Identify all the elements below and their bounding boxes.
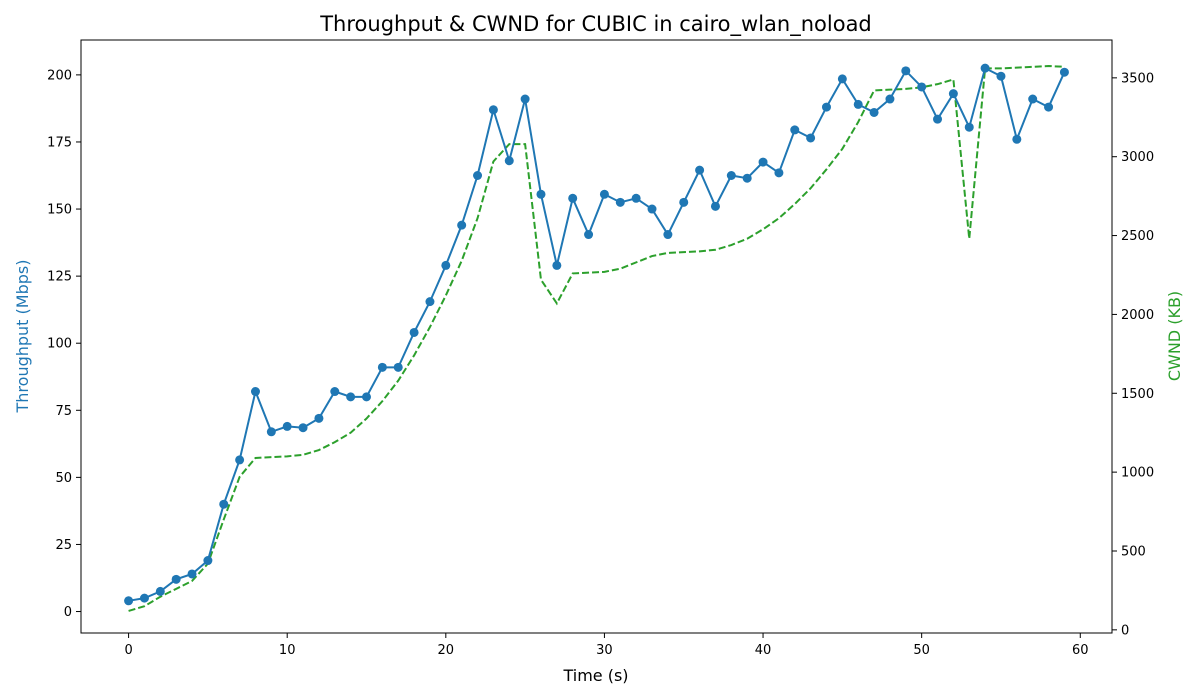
throughput-point <box>615 197 625 207</box>
y-right-tick-label: 1500 <box>1121 387 1154 402</box>
throughput-point <box>885 94 895 104</box>
x-tick-label: 0 <box>124 643 132 658</box>
throughput-point <box>250 387 260 397</box>
y-left-tick-label: 25 <box>55 538 72 553</box>
throughput-point <box>362 392 372 402</box>
throughput-point <box>901 66 911 76</box>
throughput-point <box>1012 134 1022 144</box>
y-left-tick-label: 175 <box>47 135 72 150</box>
y-left-tick-label: 75 <box>55 404 72 419</box>
x-tick-label: 30 <box>596 643 613 658</box>
throughput-point <box>710 201 720 211</box>
throughput-point <box>187 569 197 579</box>
throughput-point <box>568 193 578 203</box>
throughput-point <box>758 157 768 167</box>
throughput-point <box>298 423 308 433</box>
throughput-point <box>695 165 705 175</box>
plot-area <box>124 63 1069 612</box>
y-right-tick-label: 0 <box>1121 623 1129 638</box>
cwnd-line <box>128 65 1065 612</box>
throughput-point <box>806 133 816 143</box>
y-axis-left-label: Throughput (Mbps) <box>13 260 32 414</box>
y-left-tick-label: 50 <box>55 471 72 486</box>
x-tick-label: 50 <box>913 643 930 658</box>
throughput-point <box>457 220 467 230</box>
throughput-point <box>393 362 403 372</box>
x-tick-label: 60 <box>1072 643 1089 658</box>
throughput-point <box>837 74 847 84</box>
y-left-tick-label: 125 <box>47 270 72 285</box>
x-tick-label: 40 <box>755 643 772 658</box>
throughput-point <box>536 189 546 199</box>
y-axis-right-label: CWND (KB) <box>1165 291 1184 381</box>
throughput-point <box>631 193 641 203</box>
throughput-point <box>409 327 419 337</box>
throughput-point <box>441 260 451 270</box>
throughput-point <box>679 197 689 207</box>
throughput-point <box>425 297 435 307</box>
throughput-point <box>203 556 213 566</box>
throughput-point <box>1028 94 1038 104</box>
throughput-point <box>171 574 181 584</box>
throughput-point <box>917 82 927 92</box>
axes: 0 10 20 30 40 50 60025507510012515017520005001… <box>47 39 1154 658</box>
throughput-point <box>314 413 324 423</box>
throughput-point <box>821 102 831 112</box>
throughput-point <box>790 125 800 135</box>
y-left-tick-label: 0 <box>64 605 72 620</box>
y-right-tick-label: 500 <box>1121 544 1146 559</box>
axes-frame <box>80 39 1113 634</box>
throughput-point <box>774 168 784 178</box>
y-right-tick-label: 1000 <box>1121 466 1154 481</box>
throughput-point <box>346 392 356 402</box>
throughput-point <box>266 427 276 437</box>
throughput-point <box>520 94 530 104</box>
throughput-point <box>552 260 562 270</box>
throughput-point <box>139 593 149 603</box>
throughput-point <box>996 71 1006 81</box>
throughput-point <box>330 387 340 397</box>
throughput-point <box>473 171 483 180</box>
y-left-tick-label: 150 <box>47 203 72 218</box>
throughput-point <box>980 63 990 73</box>
throughput-point <box>282 421 292 431</box>
throughput-point <box>155 586 165 596</box>
throughput-point <box>726 171 736 180</box>
throughput-point <box>488 105 498 115</box>
y-right-tick-label: 3000 <box>1121 150 1154 165</box>
throughput-point <box>1044 102 1054 112</box>
y-left-tick-label: 100 <box>47 337 72 352</box>
x-tick-label: 20 <box>438 643 455 658</box>
throughput-point <box>948 89 958 99</box>
throughput-point <box>599 189 609 199</box>
throughput-point <box>742 173 752 183</box>
throughput-point <box>933 114 943 124</box>
throughput-point <box>377 362 387 372</box>
y-right-tick-label: 3500 <box>1121 71 1154 86</box>
x-axis-label: Time (s) <box>562 666 628 685</box>
y-left-tick-label: 200 <box>47 68 72 83</box>
throughput-point <box>219 499 229 509</box>
throughput-point <box>964 122 974 132</box>
throughput-point <box>1059 67 1069 77</box>
throughput-point <box>504 156 514 166</box>
throughput-point <box>647 204 657 214</box>
y-right-tick-label: 2500 <box>1121 229 1154 244</box>
throughput-point <box>853 99 863 109</box>
throughput-point <box>124 596 134 606</box>
chart-title: Throughput & CWND for CUBIC in cairo_wla… <box>319 12 872 37</box>
y-right-tick-label: 2000 <box>1121 308 1154 323</box>
x-tick-label: 10 <box>279 643 296 658</box>
throughput-point <box>584 230 594 240</box>
throughput-point <box>869 107 879 117</box>
throughput-point <box>235 455 245 465</box>
throughput-point <box>663 230 673 240</box>
